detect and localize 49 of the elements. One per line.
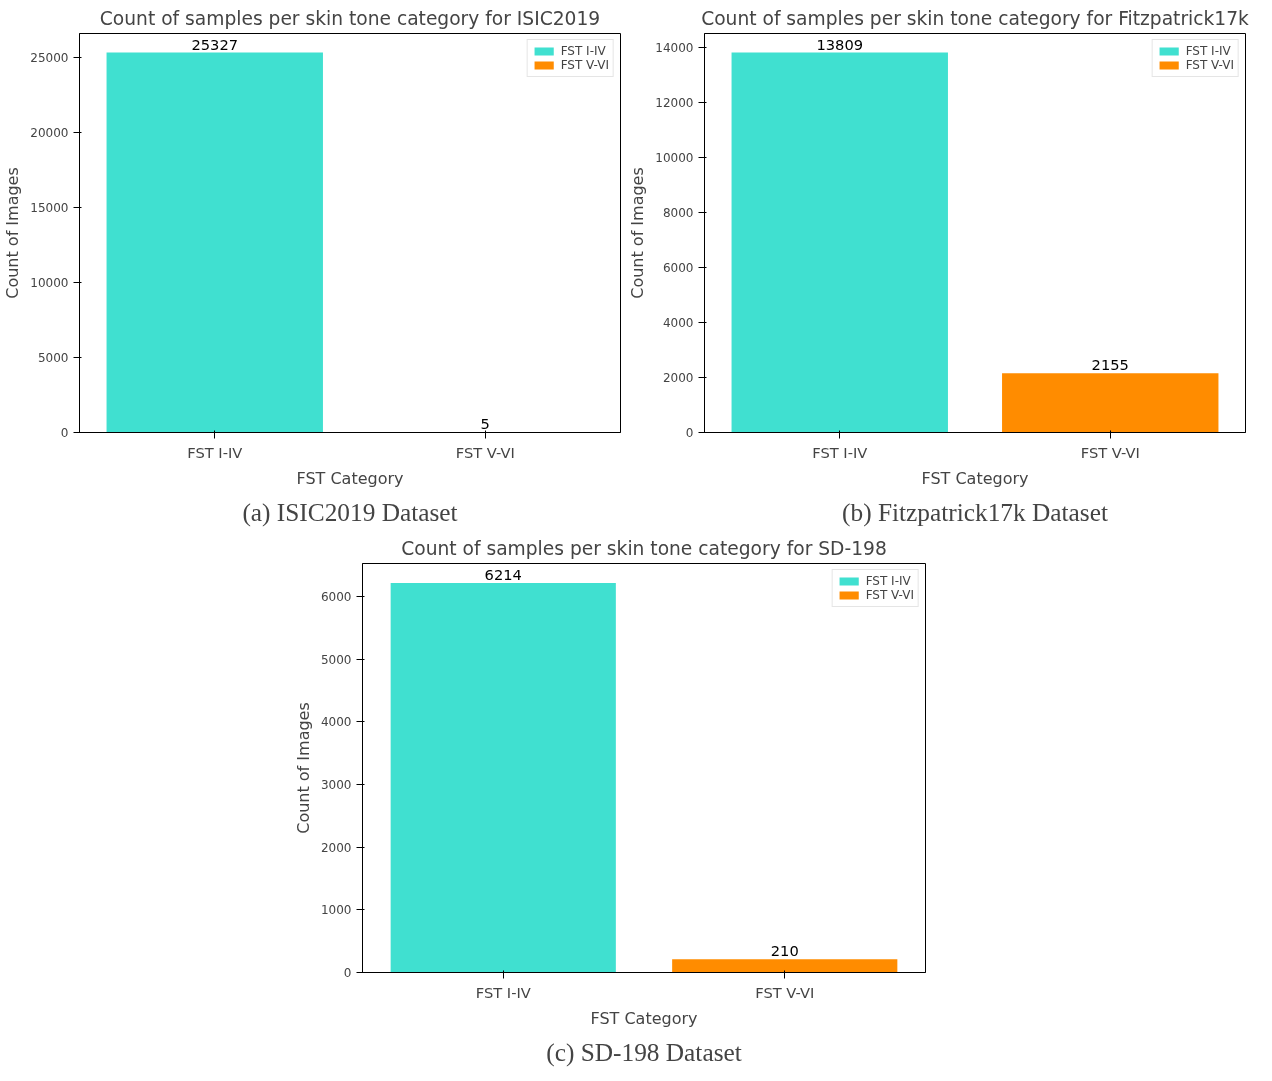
x-axis-title: FST Category (590, 1008, 698, 1028)
y-tick-label: 6000 (662, 260, 694, 275)
y-tick-label: 4000 (662, 315, 694, 330)
x-axis-title: FST Category (296, 468, 404, 488)
y-tick-label: 10000 (655, 150, 694, 165)
y-tick-label: 1000 (320, 903, 352, 918)
y-tick-label: 6000 (320, 589, 352, 604)
data-label: 5 (480, 415, 490, 433)
x-tick-label: FST V-VI (1080, 443, 1140, 461)
legend-label: FST I-IV (865, 574, 911, 588)
y-tick-label: 10000 (30, 276, 69, 290)
y-tick-label: 8000 (662, 205, 694, 220)
legend-label: FST V-VI (865, 588, 914, 602)
legend-label: FST V-VI (1185, 58, 1234, 72)
y-axis-title: Count of Images (3, 167, 23, 299)
x-tick-label: FST I-IV (812, 443, 868, 461)
data-label: 13809 (816, 35, 864, 53)
y-tick-label: 3000 (320, 777, 352, 792)
chart-title: Count of samples per skin tone category for Fitzpatrick17k (701, 7, 1250, 29)
y-tick-label: 12000 (655, 95, 694, 110)
y-tick-label: 5000 (320, 652, 352, 667)
y-axis-title: Count of Images (293, 702, 313, 834)
data-label: 2155 (1091, 356, 1129, 374)
y-tick-label: 20000 (30, 126, 69, 140)
y-tick-label: 25000 (30, 51, 69, 65)
y-tick-label: 2000 (320, 840, 352, 855)
data-label: 25327 (191, 35, 239, 53)
legend-label: FST I-IV (560, 44, 606, 58)
x-tick-label: FST I-IV (187, 443, 243, 461)
y-tick-label: 0 (343, 966, 352, 980)
text: (b) Fitzpatrick17k Dataset (842, 497, 1108, 527)
y-tick-label: 0 (685, 426, 694, 440)
y-axis-title: Count of Images (628, 167, 648, 299)
x-axis-title: FST Category (921, 468, 1029, 488)
legend-label: FST V-VI (560, 58, 609, 72)
text: (a) ISIC2019 Dataset (242, 497, 458, 527)
y-tick-label: 4000 (320, 715, 352, 730)
x-tick-label: FST V-VI (455, 443, 515, 461)
chart-title: Count of samples per skin tone category for ISIC2019 (99, 7, 601, 29)
y-tick-label: 5000 (37, 351, 69, 365)
data-label: 6214 (484, 565, 522, 583)
legend-label: FST I-IV (1185, 44, 1231, 58)
y-tick-label: 14000 (655, 40, 694, 55)
data-label: 210 (770, 942, 799, 960)
y-tick-label: 15000 (30, 201, 69, 215)
y-tick-label: 0 (60, 426, 69, 440)
chart-title: Count of samples per skin tone category for SD-198 (401, 537, 887, 559)
y-tick-label: 2000 (662, 370, 694, 385)
text: (c) SD-198 Dataset (546, 1037, 742, 1067)
